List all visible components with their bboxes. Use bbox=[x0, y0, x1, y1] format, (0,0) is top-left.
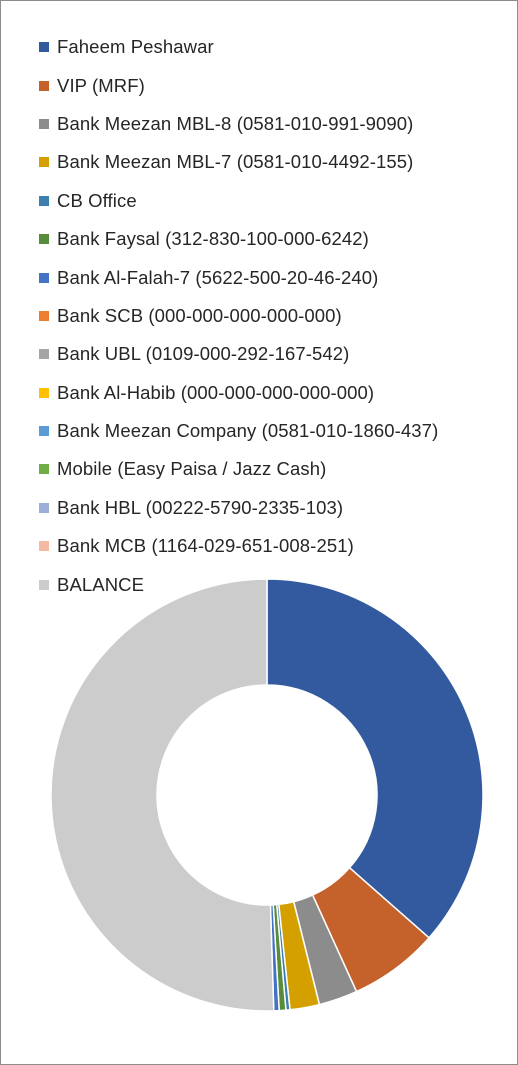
legend-label: Faheem Peshawar bbox=[57, 36, 214, 58]
legend-swatch bbox=[39, 349, 49, 360]
slice-balance bbox=[50, 578, 275, 1012]
legend-item-bank-meezan-company-0581-010-1860-437: Bank Meezan Company (0581-010-1860-437) bbox=[39, 412, 438, 450]
legend-item-faheem-peshawar: Faheem Peshawar bbox=[39, 28, 438, 66]
legend-swatch bbox=[39, 310, 49, 321]
legend-item-cb-office: CB Office bbox=[39, 182, 438, 220]
legend-label: Bank Meezan MBL-7 (0581-010-4492-155) bbox=[57, 151, 414, 173]
legend-label: Bank UBL (0109-000-292-167-542) bbox=[57, 343, 350, 365]
legend-label: Mobile (Easy Paisa / Jazz Cash) bbox=[57, 458, 327, 480]
chart-legend: Faheem Peshawar VIP (MRF) Bank Meezan MBL-… bbox=[39, 28, 438, 604]
legend-swatch bbox=[39, 387, 49, 398]
legend-item-vip-mrf: VIP (MRF) bbox=[39, 66, 438, 104]
legend-label: Bank Meezan MBL-8 (0581-010-991-9090) bbox=[57, 112, 414, 134]
legend-swatch bbox=[39, 195, 49, 206]
legend-swatch bbox=[39, 80, 49, 91]
legend-swatch bbox=[39, 502, 49, 513]
legend-swatch bbox=[39, 464, 49, 475]
legend-item-balance: BALANCE bbox=[39, 565, 438, 603]
legend-label: Bank SCB (000-000-000-000-000) bbox=[57, 304, 342, 326]
legend-item-bank-faysal-312-830-100-000-6242: Bank Faysal (312-830-100-000-6242) bbox=[39, 220, 438, 258]
legend-item-bank-hbl-00222-5790-2335-103: Bank HBL (00222-5790-2335-103) bbox=[39, 489, 438, 527]
legend-label: BALANCE bbox=[57, 573, 145, 595]
legend-item-bank-meezan-mbl-8-0581-010-991-9090: Bank Meezan MBL-8 (0581-010-991-9090) bbox=[39, 105, 438, 143]
legend-item-bank-al-falah-7-5622-500-20-46-240: Bank Al-Falah-7 (5622-500-20-46-240) bbox=[39, 258, 438, 296]
legend-label: Bank Meezan Company (0581-010-1860-437) bbox=[57, 420, 439, 442]
legend-label: Bank HBL (00222-5790-2335-103) bbox=[57, 496, 344, 518]
legend-swatch bbox=[39, 272, 49, 283]
legend-item-bank-al-habib-000-000-000-000-000: Bank Al-Habib (000-000-000-000-000) bbox=[39, 374, 438, 412]
legend-swatch bbox=[39, 426, 49, 437]
legend-label: Bank Al-Falah-7 (5622-500-20-46-240) bbox=[57, 266, 379, 288]
legend-label: Bank Al-Habib (000-000-000-000-000) bbox=[57, 381, 375, 403]
legend-item-bank-mcb-1164-029-651-008-251: Bank MCB (1164-029-651-008-251) bbox=[39, 527, 438, 565]
legend-label: Bank Faysal (312-830-100-000-6242) bbox=[57, 228, 369, 250]
slice-faheem-peshawar bbox=[266, 578, 484, 939]
legend-label: VIP (MRF) bbox=[57, 74, 145, 96]
legend-swatch bbox=[39, 541, 49, 552]
legend-item-mobile-easy-paisa-jazz-cash: Mobile (Easy Paisa / Jazz Cash) bbox=[39, 450, 438, 488]
legend-item-bank-ubl-0109-000-292-167-542: Bank UBL (0109-000-292-167-542) bbox=[39, 335, 438, 373]
legend-label: Bank MCB (1164-029-651-008-251) bbox=[57, 535, 354, 557]
legend-swatch bbox=[39, 42, 49, 53]
legend-swatch bbox=[39, 234, 49, 245]
legend-label: CB Office bbox=[57, 189, 137, 211]
legend-item-bank-meezan-mbl-7-0581-010-4492-155: Bank Meezan MBL-7 (0581-010-4492-155) bbox=[39, 143, 438, 181]
legend-swatch bbox=[39, 579, 49, 590]
legend-item-bank-scb-000-000-000-000-000: Bank SCB (000-000-000-000-000) bbox=[39, 297, 438, 335]
legend-swatch bbox=[39, 157, 49, 168]
legend-swatch bbox=[39, 118, 49, 129]
